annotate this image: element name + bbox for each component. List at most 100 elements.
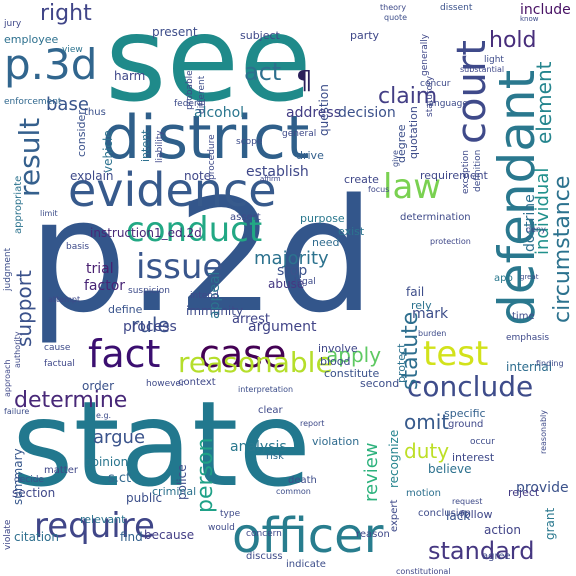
word: purpose <box>300 212 345 225</box>
word: require <box>34 506 155 546</box>
word: context <box>178 377 216 388</box>
word: approach <box>3 359 12 397</box>
word: theory <box>380 3 407 12</box>
word: death <box>288 475 317 486</box>
word: requirement <box>420 169 488 182</box>
word: claim <box>378 84 438 109</box>
word: enforcement <box>4 97 62 107</box>
word: legal <box>294 277 316 287</box>
word: time <box>512 311 535 322</box>
word: address <box>286 105 342 121</box>
word: argument <box>248 319 317 335</box>
word: attempt <box>48 295 81 304</box>
word: procedure <box>207 134 217 180</box>
word: dissent <box>440 3 473 13</box>
word: note <box>184 169 212 183</box>
word: burden <box>418 329 447 338</box>
word: factual <box>44 359 75 369</box>
word: test <box>423 334 489 374</box>
word: process <box>123 319 177 335</box>
word: p.3d <box>4 40 98 89</box>
word: create <box>344 173 379 186</box>
word: review <box>361 442 382 502</box>
word: app <box>494 273 513 284</box>
word: argue <box>93 427 146 448</box>
word: apply <box>326 343 382 367</box>
word: e.g. <box>96 411 112 420</box>
word: view <box>62 45 83 55</box>
word: base <box>46 94 89 115</box>
word: omit <box>404 410 450 434</box>
word: determine <box>14 388 128 413</box>
word: deny <box>526 225 546 234</box>
word: jury <box>4 19 22 29</box>
word: light <box>484 55 504 65</box>
word: second <box>360 377 400 390</box>
word: decide <box>14 475 44 485</box>
word: abuse <box>268 277 305 291</box>
word: find <box>120 530 143 544</box>
word: constitute <box>324 367 380 380</box>
word: define <box>108 303 143 316</box>
word: analysis <box>230 439 287 455</box>
word: conclusion <box>418 508 472 519</box>
word: standard <box>428 537 535 565</box>
word: reject <box>508 486 540 499</box>
word: concern <box>246 529 282 539</box>
word: protection <box>430 237 471 246</box>
word: great <box>520 273 539 281</box>
word: exception <box>461 150 471 194</box>
word: district <box>102 103 310 173</box>
word: blood <box>320 355 351 368</box>
word: factor <box>84 278 126 294</box>
word: state <box>12 375 311 513</box>
word: rule <box>131 313 170 337</box>
word: section <box>12 486 56 500</box>
word: clear <box>258 405 283 416</box>
word: report <box>300 419 325 428</box>
word: violate <box>3 519 13 550</box>
word: explain <box>70 169 114 183</box>
word: doctrine <box>522 194 538 252</box>
word: suspicion <box>128 286 170 296</box>
word: basis <box>66 242 90 252</box>
word: appropriate <box>13 175 24 234</box>
word: decision <box>338 105 396 121</box>
word: reason <box>356 529 390 540</box>
word: language <box>426 99 468 109</box>
word: opinion <box>84 455 129 469</box>
word: trial <box>86 261 114 277</box>
word: order <box>82 379 114 393</box>
word: ¶ <box>296 66 313 96</box>
word: fail <box>406 285 425 299</box>
word: citation <box>14 530 59 544</box>
word: recognize <box>387 429 401 488</box>
word: emphasis <box>506 333 550 343</box>
word: protect <box>395 343 408 383</box>
word: evidence <box>68 163 277 217</box>
word: action <box>484 523 521 537</box>
word: question <box>317 84 331 136</box>
word: majority <box>254 248 329 269</box>
word: assert <box>230 212 261 223</box>
word: scope <box>236 137 263 147</box>
word: duty <box>404 439 450 463</box>
word: s.ct <box>108 471 132 486</box>
word: grant <box>543 507 557 540</box>
word: because <box>144 528 195 542</box>
word: liability <box>155 130 165 163</box>
word: provide <box>516 480 569 496</box>
word: intent <box>139 129 152 162</box>
word: federal <box>174 99 206 109</box>
word: give <box>391 150 400 167</box>
word: person <box>193 437 218 513</box>
word: constitutional <box>396 567 451 576</box>
word: indicate <box>286 559 326 570</box>
word: risk <box>266 451 284 462</box>
word: agree <box>482 551 511 562</box>
word: present <box>152 25 198 39</box>
word: exist <box>338 225 365 238</box>
word: authority <box>13 331 22 368</box>
word: expert <box>389 499 400 532</box>
word: alcohol <box>194 105 245 121</box>
